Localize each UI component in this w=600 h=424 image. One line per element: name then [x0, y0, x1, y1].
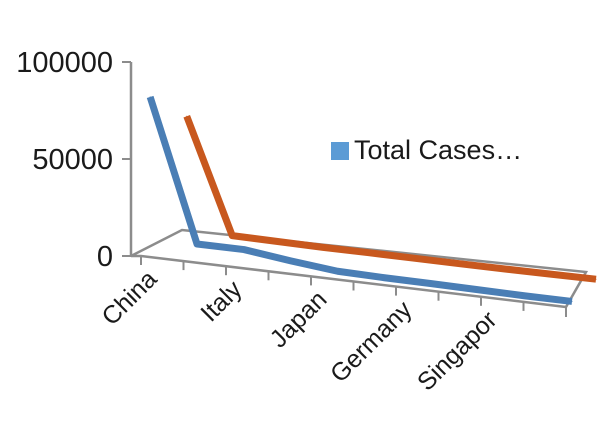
data-point	[477, 289, 479, 291]
data-point	[277, 240, 279, 242]
data-point	[149, 96, 151, 98]
axes	[122, 61, 589, 317]
legend-swatch	[331, 142, 349, 160]
legend-label: Total Cases…	[354, 135, 522, 165]
data-point	[337, 270, 339, 272]
data-point	[196, 243, 198, 245]
chart-floor	[130, 228, 589, 309]
data-point	[524, 295, 526, 297]
y-tick-label: 0	[97, 241, 113, 273]
x-tick-label: China	[96, 265, 162, 331]
data-point	[504, 268, 506, 270]
data-point	[595, 278, 597, 280]
series-line	[146, 95, 573, 305]
y-tick-label: 50000	[32, 144, 113, 176]
legend: Total Cases…	[331, 135, 522, 165]
x-tick-label: Japan	[265, 285, 333, 353]
data-point	[186, 115, 188, 117]
x-tick-label: Italy	[195, 275, 248, 328]
data-point	[550, 273, 552, 275]
series-line	[183, 114, 597, 283]
x-tick-label: Singapor	[412, 306, 503, 397]
data-point	[430, 283, 432, 285]
data-point	[571, 300, 573, 302]
y-tick-label: 100000	[16, 47, 113, 79]
data-point	[368, 252, 370, 254]
series-lines	[146, 95, 597, 305]
data-point	[413, 257, 415, 259]
data-point	[243, 249, 245, 251]
data-point	[322, 246, 324, 248]
y-axis-ticks: 100000 50000 0	[16, 47, 113, 273]
x-tick-label: Germany	[325, 295, 418, 388]
data-point	[231, 235, 233, 237]
data-point	[290, 260, 292, 262]
data-point	[384, 277, 386, 279]
data-point	[459, 263, 461, 265]
